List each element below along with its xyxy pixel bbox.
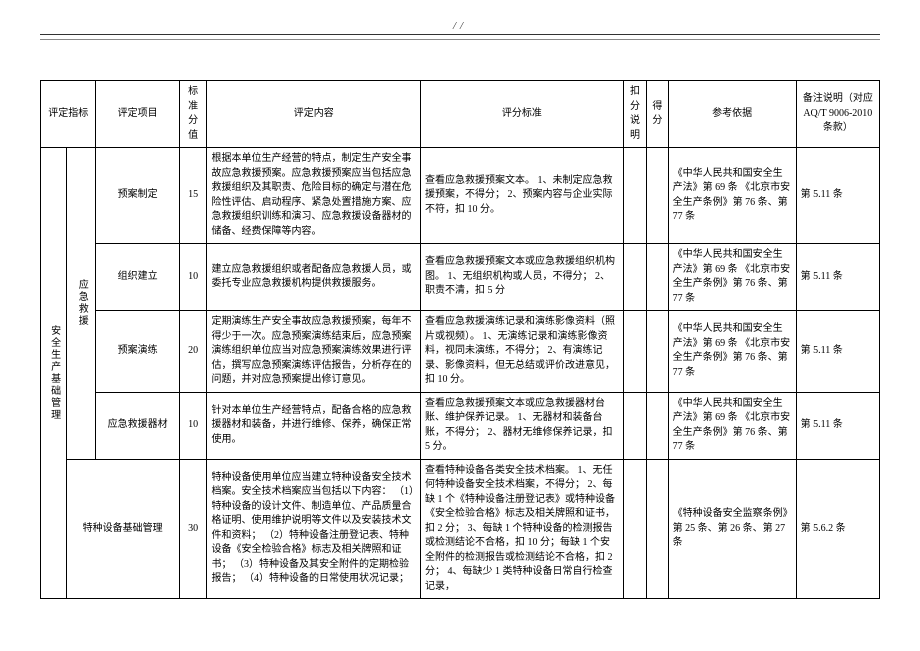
top-rule-2 <box>40 39 880 40</box>
remark-cell: 第 5.11 条 <box>796 244 879 311</box>
content-cell: 建立应急救援组织或者配备应急救援人员，或委托专业应急救援机构提供救援服务。 <box>207 244 420 311</box>
col-score: 得分 <box>647 81 668 148</box>
col-criteria: 评分标准 <box>420 81 623 148</box>
content-cell: 根据本单位生产经营的特点，制定生产安全事故应急救援预案。应急救援预案应当包括应急… <box>207 148 420 244</box>
col-std-score: 标准分值 <box>179 81 207 148</box>
col-reference: 参考依据 <box>668 81 796 148</box>
reference-cell: 《中华人民共和国安全生产法》第 69 条 《北京市安全生产条例》第 76 条、第… <box>668 311 796 393</box>
table-row: 组织建立 10 建立应急救援组织或者配备应急救援人员，或委托专业应急救援机构提供… <box>41 244 880 311</box>
score-cell: 15 <box>179 148 207 244</box>
header-marker: // <box>40 20 880 32</box>
col-content: 评定内容 <box>207 81 420 148</box>
reference-cell: 《中华人民共和国安全生产法》第 69 条 《北京市安全生产条例》第 76 条、第… <box>668 392 796 459</box>
score-cell: 20 <box>179 311 207 393</box>
table-row: 特种设备基础管理 30 特种设备使用单位应当建立特种设备安全技术档案。安全技术档… <box>41 459 880 599</box>
reference-cell: 《中华人民共和国安全生产法》第 69 条 《北京市安全生产条例》第 76 条、第… <box>668 148 796 244</box>
item-cell: 特种设备基础管理 <box>66 459 179 599</box>
criteria-cell: 查看应急救援预案文本。 1、未制定应急救援预案，不得分； 2、预案内容与企业实际… <box>420 148 623 244</box>
content-cell: 针对本单位生产经营特点，配备合格的应急救援器材和装备，并进行维修、保养，确保正常… <box>207 392 420 459</box>
col-deduct-note: 扣分说明 <box>623 81 646 148</box>
item-cell: 预案制定 <box>96 148 179 244</box>
getscore-cell <box>647 148 668 244</box>
item-cell: 组织建立 <box>96 244 179 311</box>
content-cell: 特种设备使用单位应当建立特种设备安全技术档案。安全技术档案应当包括以下内容： （… <box>207 459 420 599</box>
item-cell: 应急救援器材 <box>96 392 179 459</box>
item-cell: 预案演练 <box>96 311 179 393</box>
table-row: 应急救援器材 10 针对本单位生产经营特点，配备合格的应急救援器材和装备，并进行… <box>41 392 880 459</box>
criteria-cell: 查看应急救援演练记录和演练影像资料（照片或视频）。 1、无演练记录和演练影像资料… <box>420 311 623 393</box>
criteria-cell: 查看应急救援预案文本或应急救援组织机构图。 1、无组织机构或人员，不得分； 2、… <box>420 244 623 311</box>
getscore-cell <box>647 392 668 459</box>
col-remark: 备注说明（对应 AQ/T 9006-2010 条款） <box>796 81 879 148</box>
top-rule-1 <box>40 34 880 35</box>
remark-cell: 第 5.11 条 <box>796 311 879 393</box>
getscore-cell <box>647 311 668 393</box>
score-cell: 30 <box>179 459 207 599</box>
reference-cell: 《特种设备安全监察条例》第 25 条、第 26 条、第 27 条 <box>668 459 796 599</box>
deduct-cell <box>623 148 646 244</box>
deduct-cell <box>623 392 646 459</box>
deduct-cell <box>623 459 646 599</box>
reference-cell: 《中华人民共和国安全生产法》第 69 条 《北京市安全生产条例》第 76 条、第… <box>668 244 796 311</box>
criteria-cell: 查看特种设备各类安全技术档案。 1、无任何特种设备安全技术档案，不得分； 2、每… <box>420 459 623 599</box>
col-indicator: 评定指标 <box>41 81 96 148</box>
score-cell: 10 <box>179 244 207 311</box>
remark-cell: 第 5.11 条 <box>796 392 879 459</box>
group-emergency: 应急救援 <box>66 148 96 460</box>
criteria-cell: 查看应急救援预案文本或应急救援器材台账、维护保养记录。 1、无器材和装备台账，不… <box>420 392 623 459</box>
indicator-main: 安全生产基础管理 <box>41 148 67 599</box>
table-row: 预案演练 20 定期演练生产安全事故应急救援预案，每年不得少于一次。应急预案演练… <box>41 311 880 393</box>
evaluation-table: 评定指标 评定项目 标准分值 评定内容 评分标准 扣分说明 得分 参考依据 备注… <box>40 80 880 599</box>
getscore-cell <box>647 244 668 311</box>
getscore-cell <box>647 459 668 599</box>
content-cell: 定期演练生产安全事故应急救援预案，每年不得少于一次。应急预案演练结束后，应急预案… <box>207 311 420 393</box>
deduct-cell <box>623 311 646 393</box>
score-cell: 10 <box>179 392 207 459</box>
remark-cell: 第 5.11 条 <box>796 148 879 244</box>
col-item: 评定项目 <box>96 81 179 148</box>
table-row: 安全生产基础管理 应急救援 预案制定 15 根据本单位生产经营的特点，制定生产安… <box>41 148 880 244</box>
deduct-cell <box>623 244 646 311</box>
remark-cell: 第 5.6.2 条 <box>796 459 879 599</box>
table-header-row: 评定指标 评定项目 标准分值 评定内容 评分标准 扣分说明 得分 参考依据 备注… <box>41 81 880 148</box>
